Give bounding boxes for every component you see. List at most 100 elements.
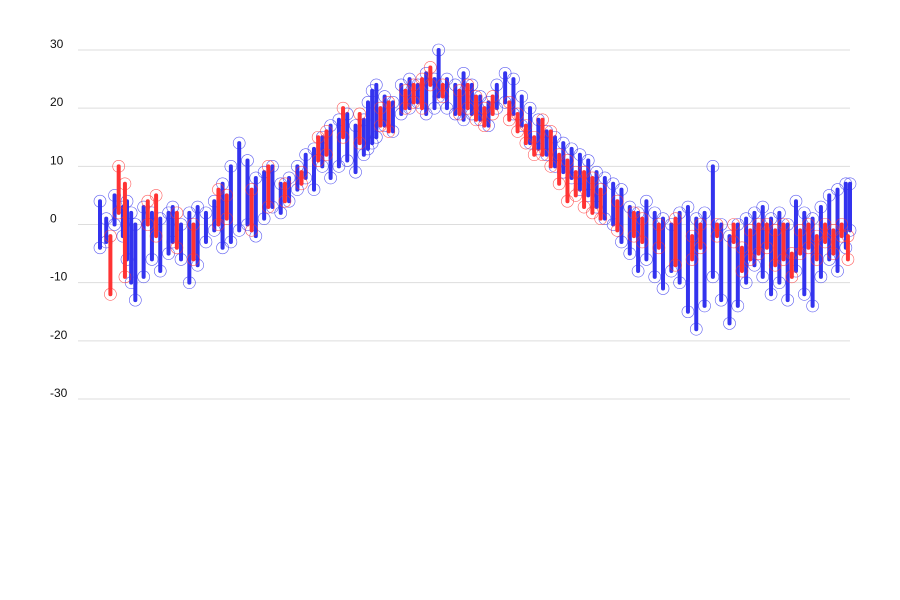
extreme-marker: [594, 183, 607, 196]
extreme-marker: [586, 171, 599, 185]
extreme-marker: [511, 107, 524, 121]
extreme-marker: [827, 247, 840, 260]
extreme-marker: [835, 218, 848, 231]
extreme-marker: [640, 253, 653, 266]
extreme-marker: [569, 189, 583, 202]
extreme-marker: [370, 78, 383, 92]
extreme-marker: [756, 270, 770, 284]
extreme-marker: [478, 119, 491, 132]
extreme-marker: [424, 61, 437, 74]
extreme-marker: [486, 90, 499, 103]
extreme-marker: [120, 194, 134, 208]
extreme-marker: [245, 183, 258, 196]
extreme-marker: [461, 78, 475, 92]
extreme-marker: [145, 253, 159, 266]
extreme-marker: [841, 253, 855, 266]
y-tick-label: -20: [50, 328, 68, 342]
extreme-marker: [324, 171, 337, 185]
extreme-marker: [698, 206, 711, 220]
extreme-marker: [141, 218, 155, 231]
extreme-marker: [764, 287, 778, 301]
extreme-marker: [224, 160, 238, 173]
extreme-marker: [523, 101, 537, 115]
extreme-marker: [681, 305, 695, 319]
extreme-marker: [806, 299, 819, 313]
extreme-marker: [789, 194, 803, 208]
extreme-marker: [797, 287, 811, 301]
extreme-marker: [461, 101, 475, 115]
extreme-marker: [652, 241, 666, 255]
extreme-marker: [224, 235, 238, 249]
extreme-marker: [245, 224, 258, 237]
extreme-marker: [129, 293, 142, 307]
extreme-marker: [615, 183, 628, 196]
extreme-marker: [652, 218, 666, 231]
extreme-marker: [320, 125, 333, 138]
extreme-marker: [752, 218, 765, 231]
y-tick-label: 0: [50, 212, 57, 226]
series-layer: [93, 43, 857, 336]
extreme-marker: [527, 130, 541, 144]
extreme-marker: [843, 177, 857, 191]
extreme-marker: [187, 218, 200, 231]
extreme-marker: [544, 160, 558, 173]
extreme-marker: [777, 218, 790, 231]
extreme-marker: [648, 270, 662, 284]
y-tick-label: 20: [50, 95, 64, 109]
extreme-marker: [278, 177, 292, 191]
extreme-marker: [153, 264, 167, 278]
extreme-marker: [814, 200, 828, 214]
extreme-marker: [656, 282, 670, 295]
extreme-marker: [507, 72, 520, 86]
extreme-marker: [760, 241, 774, 255]
extreme-marker: [174, 253, 188, 266]
extreme-marker: [611, 224, 624, 237]
extreme-marker: [241, 154, 254, 167]
extreme-marker: [370, 130, 383, 144]
extreme-marker: [349, 165, 362, 179]
extreme-marker: [841, 229, 855, 243]
extreme-marker: [781, 293, 794, 307]
extreme-marker: [382, 96, 396, 109]
y-tick-label: 30: [50, 37, 64, 51]
extreme-marker: [673, 276, 686, 289]
extreme-marker: [307, 183, 321, 196]
extreme-marker: [569, 165, 583, 179]
extreme-marker: [681, 200, 695, 214]
extreme-marker: [336, 101, 350, 115]
extreme-marker: [694, 218, 707, 231]
extreme-marker: [486, 107, 499, 121]
extreme-marker: [814, 270, 828, 284]
extreme-marker: [831, 264, 844, 278]
y-tick-label: -30: [50, 386, 68, 400]
extreme-marker: [353, 107, 366, 121]
extreme-marker: [118, 270, 132, 284]
extreme-marker: [295, 177, 308, 191]
extreme-marker: [457, 66, 470, 80]
extreme-marker: [561, 154, 574, 167]
extreme-marker: [415, 101, 429, 115]
extreme-marker: [731, 299, 745, 313]
extreme-marker: [635, 212, 649, 225]
extreme-marker: [199, 206, 213, 220]
extreme-marker: [710, 218, 724, 231]
extreme-marker: [689, 322, 703, 336]
extreme-marker: [739, 276, 753, 289]
extreme-marker: [340, 154, 354, 167]
extreme-marker: [502, 96, 516, 109]
extreme-marker: [727, 218, 740, 231]
extreme-marker: [104, 229, 117, 243]
extreme-marker: [436, 90, 450, 103]
extreme-marker: [669, 258, 682, 272]
extreme-marker: [773, 206, 786, 220]
extreme-marker: [818, 235, 832, 249]
extreme-marker: [490, 78, 504, 92]
extreme-marker: [257, 212, 271, 225]
extreme-marker: [581, 154, 595, 167]
extreme-marker: [220, 189, 234, 202]
extreme-marker: [810, 253, 824, 266]
extreme-marker: [710, 229, 724, 243]
extreme-marker: [623, 247, 637, 260]
extreme-marker: [723, 317, 736, 330]
